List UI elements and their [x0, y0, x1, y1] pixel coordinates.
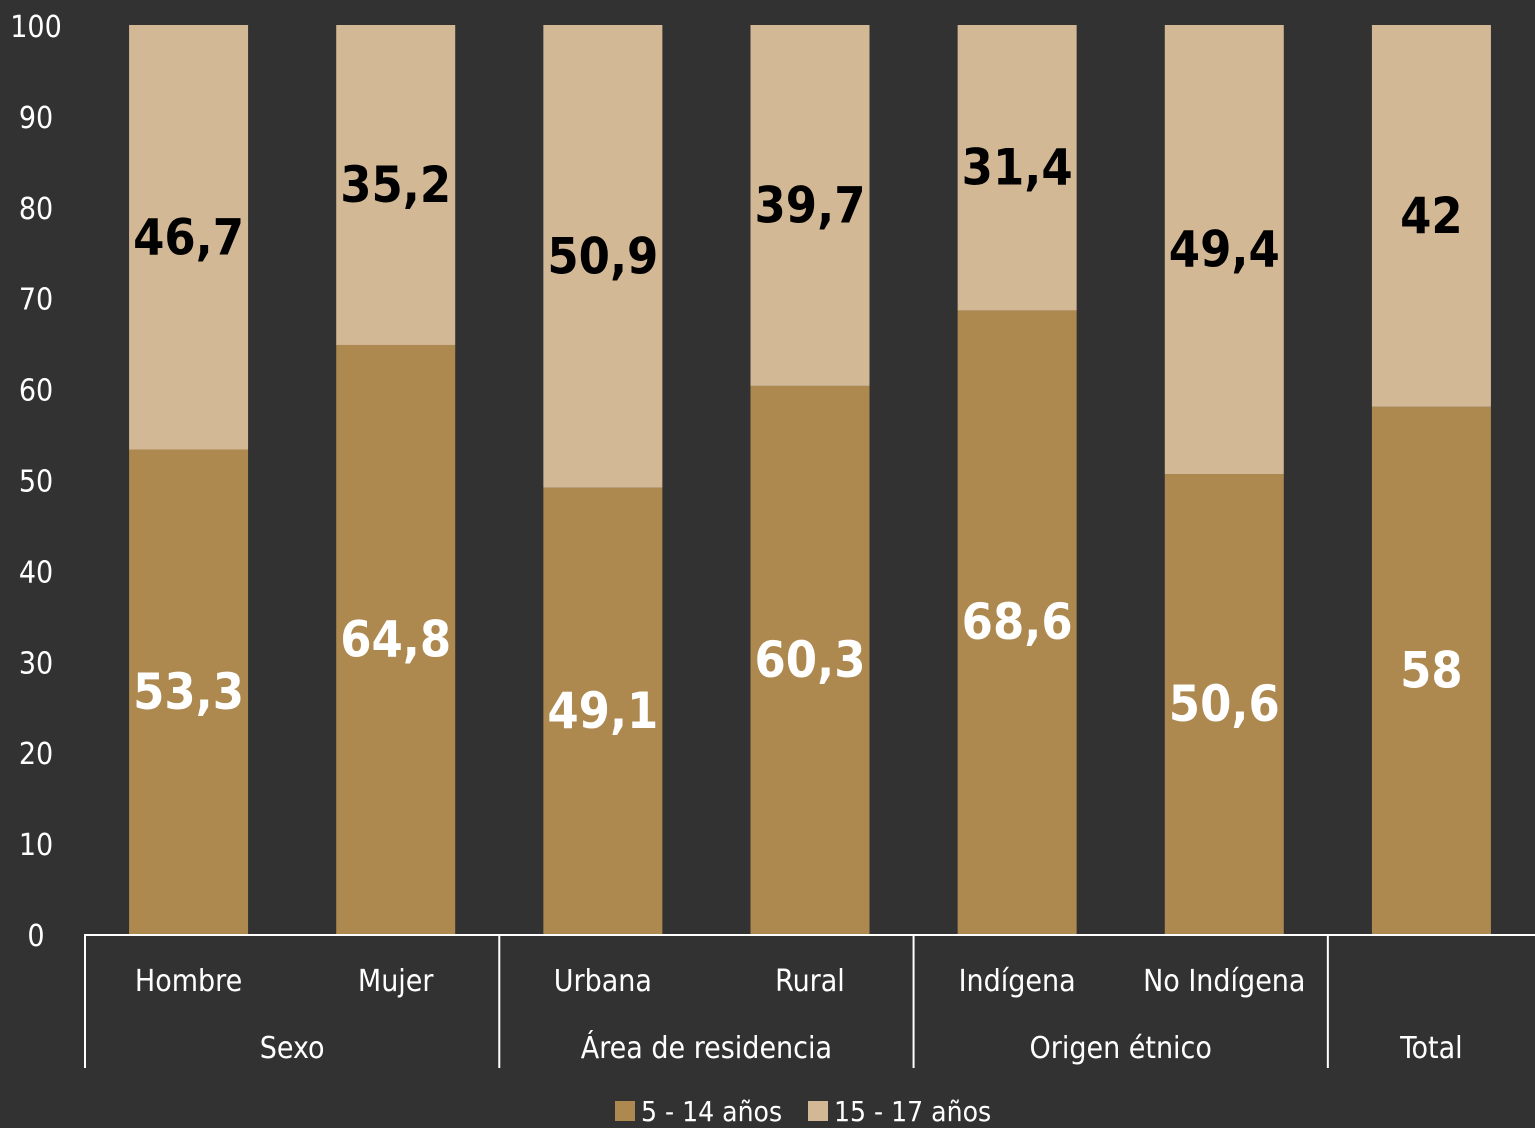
- category-label: Rural: [775, 964, 845, 999]
- y-axis: 0 10 20 30 40 50 60 70 80 90 100: [10, 10, 62, 954]
- legend-label: 5 - 14 años: [641, 1095, 782, 1128]
- group-label: Origen étnico: [1030, 1031, 1212, 1066]
- category-label: Hombre: [135, 964, 242, 999]
- group-label: Total: [1399, 1031, 1463, 1066]
- y-tick-label: 100: [10, 10, 62, 45]
- group-label: Sexo: [260, 1031, 325, 1066]
- data-label: 39,7: [755, 176, 866, 234]
- y-tick-label: 70: [19, 283, 53, 318]
- bar-segment: [1164, 474, 1284, 934]
- legend-swatch: [615, 1101, 635, 1121]
- data-label: 50,6: [1169, 675, 1280, 733]
- y-tick-label: 0: [27, 919, 44, 954]
- bar-segment: [129, 449, 249, 934]
- y-tick-label: 90: [19, 101, 53, 136]
- data-label: 53,3: [133, 663, 244, 721]
- y-tick-label: 60: [19, 374, 53, 409]
- data-label: 35,2: [340, 156, 451, 214]
- bar-segment: [129, 25, 249, 450]
- category-label: Urbana: [554, 964, 652, 999]
- legend-label: 15 - 17 años: [834, 1095, 991, 1128]
- bar-segment: [750, 25, 870, 386]
- bar-segment: [1371, 25, 1491, 407]
- bar-segment: [336, 344, 456, 934]
- data-label: 49,1: [547, 682, 658, 740]
- data-label: 31,4: [962, 139, 1073, 197]
- data-label: 68,6: [962, 593, 1073, 651]
- y-tick-label: 10: [19, 828, 53, 863]
- data-label: 50,9: [547, 227, 658, 285]
- bar-segment: [543, 25, 663, 488]
- data-label: 58: [1400, 641, 1463, 699]
- data-label: 64,8: [340, 610, 451, 668]
- legend: 5 - 14 años 15 - 17 años: [615, 1095, 991, 1128]
- group-label: Área de residencia: [581, 1030, 832, 1066]
- data-label: 49,4: [1169, 221, 1280, 279]
- y-tick-label: 80: [19, 192, 53, 227]
- x-axis: Hombre Mujer Urbana Rural Indígena No Indígen…: [84, 934, 1535, 1068]
- data-label: 42: [1400, 187, 1463, 245]
- y-tick-label: 20: [19, 737, 53, 772]
- bar-segment: [543, 487, 663, 934]
- bar-segment: [1164, 25, 1284, 475]
- category-label: No Indígena: [1143, 964, 1305, 999]
- bar-segment: [336, 25, 456, 345]
- category-label: Mujer: [358, 964, 435, 999]
- data-label: 60,3: [755, 631, 866, 689]
- bar-segment: [750, 385, 870, 934]
- bars: 53,3 46,7 64,8 35,2 49,1 50,9 60,3 39,7 68,6 31,4…: [129, 25, 1491, 934]
- bar-segment: [957, 25, 1077, 311]
- y-tick-label: 40: [19, 555, 53, 590]
- bar-segment: [1371, 406, 1491, 934]
- y-tick-label: 30: [19, 646, 53, 681]
- y-tick-label: 50: [19, 465, 53, 500]
- legend-swatch: [808, 1101, 828, 1121]
- category-label: Indígena: [959, 964, 1076, 999]
- bar-segment: [957, 310, 1077, 934]
- data-label: 46,7: [133, 208, 244, 266]
